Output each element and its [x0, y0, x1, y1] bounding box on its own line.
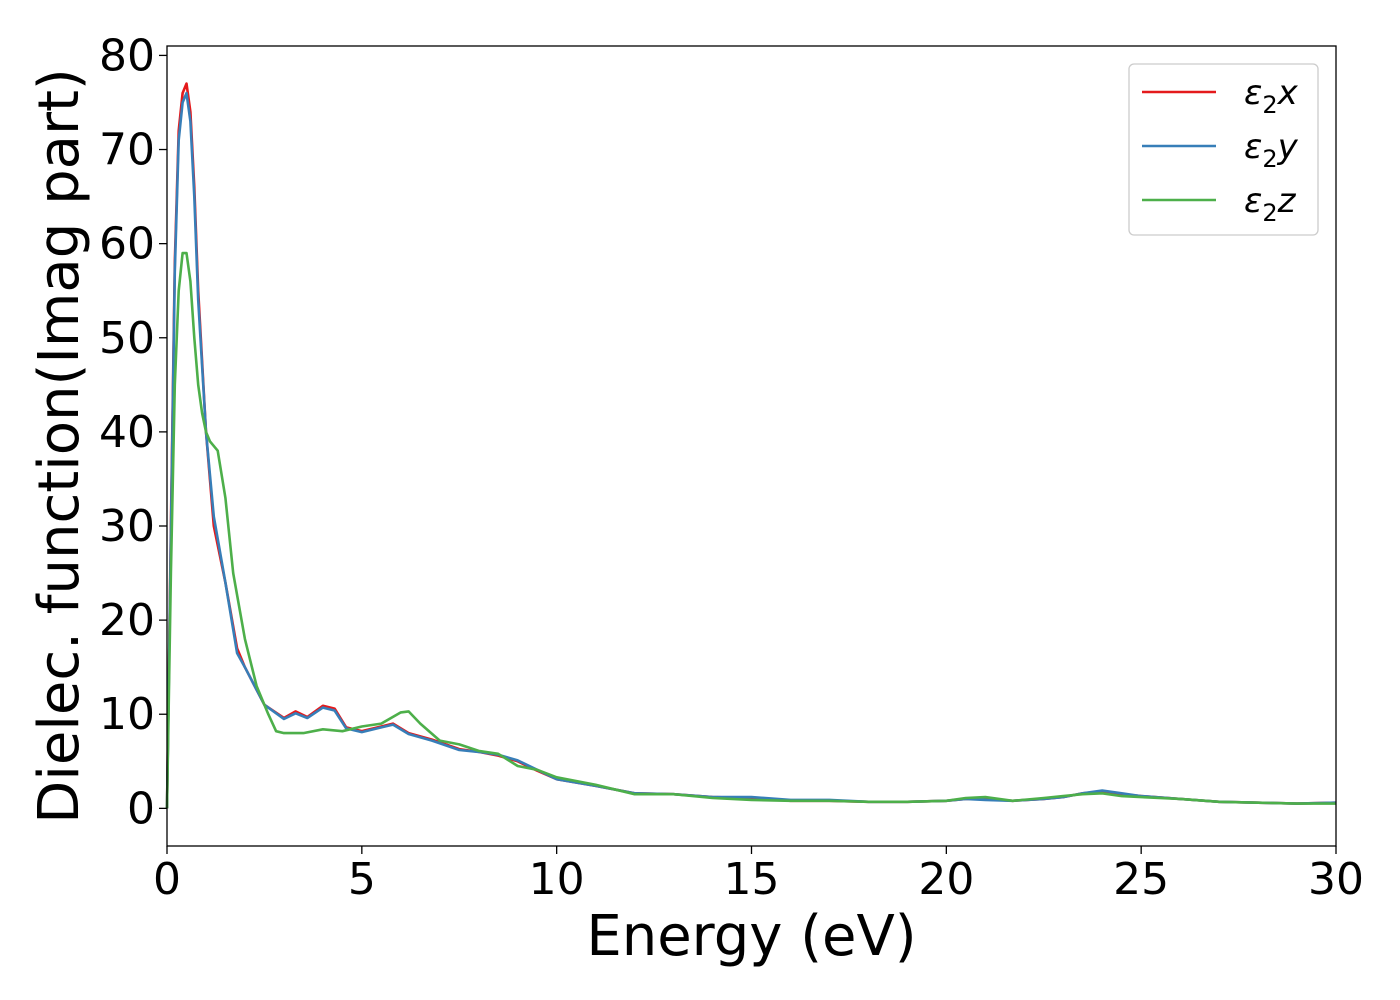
legend: ε2x ε2y ε2z: [1128, 63, 1319, 236]
x-tick-label: 10: [529, 854, 585, 905]
y-tick-label: 40: [99, 407, 155, 458]
legend-label-z: ε2z: [1244, 181, 1297, 227]
x-tick-label: 0: [153, 854, 181, 905]
y-axis-ticks: 0 10 20 30 40 50 60 70 80: [99, 30, 167, 834]
series-line-z: [165, 251, 1336, 809]
y-tick-label: 20: [99, 595, 155, 646]
x-axis-label: Energy (eV): [586, 904, 916, 969]
x-tick-label: 20: [918, 854, 974, 905]
series-layer: [165, 82, 1337, 809]
x-tick-label: 15: [724, 854, 780, 905]
x-tick-label: 30: [1308, 854, 1364, 905]
legend-box: [1128, 63, 1319, 236]
x-tick-label: 25: [1113, 854, 1169, 905]
y-tick-label: 30: [99, 501, 155, 552]
y-tick-label: 80: [99, 30, 155, 81]
y-tick-label: 60: [99, 219, 155, 270]
x-axis-ticks: 0 5 10 15 20 25 30: [153, 846, 1364, 905]
legend-label-y: ε2y: [1244, 127, 1299, 173]
y-tick-label: 50: [99, 313, 155, 364]
y-tick-label: 0: [127, 783, 155, 834]
y-axis-label: Dielec. function(Imag part): [27, 68, 92, 824]
y-tick-label: 10: [99, 689, 155, 740]
x-tick-label: 5: [348, 854, 376, 905]
legend-label-x: ε2x: [1244, 73, 1299, 119]
y-tick-label: 70: [99, 125, 155, 176]
